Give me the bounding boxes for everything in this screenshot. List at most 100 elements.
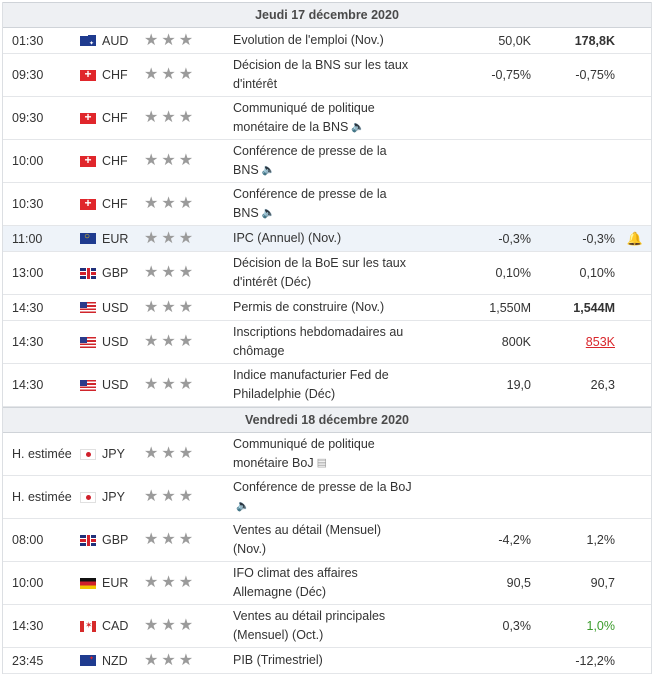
star-icon: ★ [178, 229, 194, 247]
event-currency: CHF [80, 54, 136, 96]
currency-code: CAD [102, 619, 129, 633]
event-name-line: IFO climat des affaires [233, 566, 358, 580]
forecast-value [543, 183, 615, 225]
event-name[interactable]: Décision de la BNS sur les taux d'intérêt [233, 54, 438, 96]
day-header: Jeudi 17 décembre 2020 [3, 2, 651, 28]
event-name-line: IPC (Annuel) (Nov.) [233, 231, 342, 245]
event-row[interactable]: 01:30AUD★★★Evolution de l'emploi (Nov.)5… [3, 28, 651, 54]
star-icon: ★ [178, 195, 194, 212]
star-icon: ★ [144, 31, 159, 49]
forecast-value: 178,8K [574, 33, 615, 48]
star-icon: ★ [144, 264, 159, 281]
currency-code: GBP [102, 533, 129, 547]
event-row[interactable]: H. estimée JPY ★ ★ ★ Conférence de presse de … [3, 476, 651, 519]
event-name-line: Philadelphie (Déc) [233, 387, 336, 401]
event-name[interactable]: IFO climat des affaires Allemagne (Déc) [233, 562, 438, 604]
currency-code: NZD [102, 653, 128, 668]
flag-ca-icon [80, 620, 96, 632]
event-time: 10:30 [12, 197, 44, 211]
event-name[interactable]: Communiqué de politique monétaire BoJ ▤ [233, 433, 438, 475]
star-icon: ★ [178, 264, 194, 281]
event-name-line: Décision de la BoE sur les taux [233, 256, 407, 270]
event-name[interactable]: Décision de la BoE sur les taux d'intérêt… [233, 252, 438, 294]
event-name-line: (Mensuel) (Oct.) [233, 628, 324, 642]
event-name[interactable]: Ventes au détail (Mensuel) (Nov.) [233, 519, 438, 561]
event-currency: EUR [80, 226, 136, 251]
event-name-line: Permis de construire (Nov.) [233, 300, 385, 314]
event-row[interactable]: 08:00 GBP ★ ★ ★ Ventes au détail (Mensuel) (No… [3, 519, 651, 562]
currency-code: USD [102, 300, 129, 315]
currency-code: USD [102, 335, 129, 349]
event-row[interactable]: 14:30CAD★★★Ventes au détail principales(… [3, 605, 651, 648]
star-icon: ★ [161, 109, 176, 126]
event-row[interactable]: 10:00CHF★★★Conférence de presse de laBNS… [3, 140, 651, 183]
document-icon[interactable]: ▤ [316, 457, 328, 470]
event-row[interactable]: 13:00 GBP ★ ★ ★ Décision de la BoE sur les ta… [3, 252, 651, 295]
star-icon: ★ [144, 574, 159, 591]
event-name-line: Allemagne (Déc) [233, 585, 327, 599]
event-name[interactable]: Ventes au détail principales (Mensuel) (O… [233, 605, 438, 647]
importance-stars: ★ ★ ★ [144, 433, 224, 475]
star-icon: ★ [161, 264, 176, 281]
event-name[interactable]: IPC (Annuel) (Nov.) [233, 226, 438, 251]
event-row[interactable]: 10:30CHF★★★Conférence de presse de laBNS… [3, 183, 651, 226]
event-currency: USD [80, 321, 136, 363]
event-name[interactable]: Permis de construire (Nov.) [233, 295, 438, 320]
event-name[interactable]: Communiqué de politique monétaire de la B… [233, 97, 438, 139]
flag-us-icon [80, 336, 96, 348]
importance-stars: ★ ★ ★ [144, 28, 224, 53]
currency-code: CHF [102, 68, 128, 82]
event-name[interactable]: Conférence de presse de la BNS 🔈 [233, 140, 438, 182]
speaker-icon[interactable]: 🔈 [261, 207, 276, 220]
event-name[interactable]: Conférence de presse de la BNS 🔈 [233, 183, 438, 225]
importance-stars: ★ ★ ★ [144, 605, 224, 647]
event-name-line: chômage [233, 344, 285, 358]
event-name[interactable]: Inscriptions hebdomadaires au chômage [233, 321, 438, 363]
star-icon: ★ [144, 488, 159, 505]
event-currency: JPY [80, 476, 136, 518]
event-row[interactable]: 09:30CHF★★★Communiqué de politiquemonéta… [3, 97, 651, 140]
importance-stars: ★ ★ ★ [144, 183, 224, 225]
event-row[interactable]: 14:30 USD ★ ★ ★ Permis de construire (Nov.) 1,… [3, 295, 651, 321]
event-name[interactable]: Evolution de l'emploi (Nov.) [233, 28, 438, 53]
actual-value [439, 183, 531, 225]
star-icon: ★ [161, 298, 176, 316]
event-currency: CHF [80, 140, 136, 182]
speaker-icon[interactable]: 🔈 [261, 164, 276, 177]
event-name[interactable]: Indice manufacturier Fed de Philadelphie … [233, 364, 438, 406]
event-time: 13:00 [12, 266, 44, 280]
event-name-line: PIB (Trimestriel) [233, 653, 323, 667]
event-row[interactable]: 09:30CHF★★★Décision de la BNS sur les ta… [3, 54, 651, 97]
importance-stars: ★ ★ ★ [144, 562, 224, 604]
star-icon: ★ [178, 651, 194, 669]
event-row[interactable]: 10:00 EUR ★ ★ ★ IFO climat des affaires Allema… [3, 562, 651, 605]
star-icon: ★ [144, 195, 159, 212]
star-icon: ★ [178, 66, 194, 83]
flag-nz-icon [80, 655, 96, 666]
forecast-value [543, 476, 615, 518]
importance-stars: ★ ★ ★ [144, 476, 224, 518]
speaker-icon[interactable]: 🔈 [351, 121, 366, 134]
event-name[interactable]: Conférence de presse de la BoJ 🔈 [233, 476, 438, 518]
day-header: Vendredi 18 décembre 2020 [3, 407, 651, 433]
event-name-line: Conférence de presse de la BoJ [233, 479, 412, 494]
star-icon: ★ [178, 298, 194, 316]
currency-code: EUR [102, 231, 129, 246]
bell-alert-icon[interactable]: 🔔 [626, 230, 644, 246]
event-name[interactable]: PIB (Trimestriel) [233, 648, 438, 673]
star-icon: ★ [178, 152, 194, 169]
speaker-icon[interactable]: 🔈 [236, 500, 250, 513]
event-time: 14:30 [12, 335, 44, 349]
event-currency: USD [80, 295, 136, 320]
star-icon: ★ [144, 531, 159, 548]
event-currency: GBP [80, 252, 136, 294]
actual-value: -0,3% [498, 231, 531, 246]
star-icon: ★ [144, 109, 159, 126]
event-row[interactable]: 14:30 USD ★ ★ ★ Inscriptions hebdomadaires au… [3, 321, 651, 364]
event-row[interactable]: 23:45NZD★★★PIB (Trimestriel)-12,2% [3, 648, 651, 674]
event-name-line: Inscriptions hebdomadaires au [233, 325, 404, 339]
currency-code: AUD [102, 33, 129, 48]
event-row[interactable]: H. estimée JPY ★ ★ ★ Communiqué de politique m… [3, 433, 651, 476]
event-row[interactable]: 14:30 USD ★ ★ ★ Indice manufacturier Fed de Ph… [3, 364, 651, 407]
